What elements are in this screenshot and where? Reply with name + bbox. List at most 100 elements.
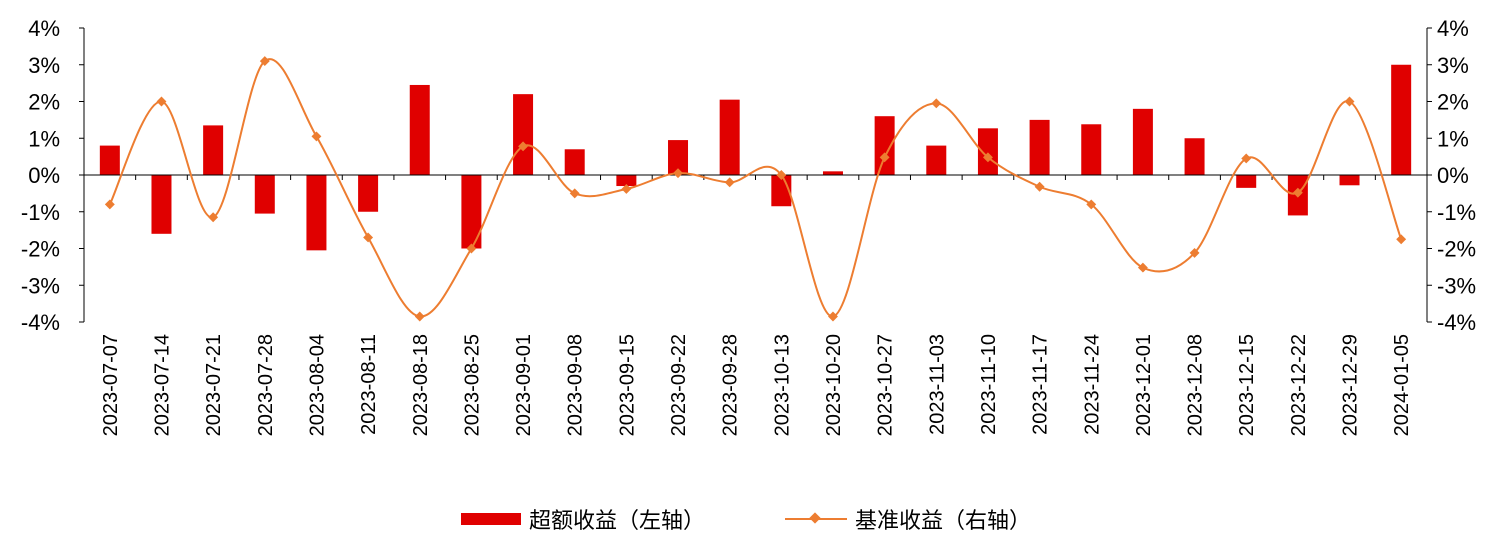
bar-2023-08-18 bbox=[409, 84, 430, 175]
x-tick-label-2023-07-07: 2023-07-07 bbox=[100, 334, 122, 436]
x-tick-label-2023-08-25: 2023-08-25 bbox=[461, 334, 483, 436]
legend-item-excess[interactable]: 超额收益（左轴） bbox=[461, 502, 705, 536]
line-point-2023-11-03 bbox=[931, 98, 942, 109]
right-y-axis-ticks: 4% 3% 2% 1% 0% -1% -2% -3% -4% bbox=[1427, 16, 1476, 335]
left-y-tick-label: -4% bbox=[21, 310, 60, 335]
line-point-2023-09-28 bbox=[724, 177, 735, 188]
legend-line-swatch bbox=[785, 512, 847, 525]
x-tick-label-2023-11-10: 2023-11-10 bbox=[978, 334, 1000, 435]
x-tick-label-2023-10-27: 2023-10-27 bbox=[875, 334, 897, 436]
line-point-2023-09-08 bbox=[569, 188, 580, 199]
bar-2023-09-15 bbox=[616, 175, 637, 187]
bar-2023-07-28 bbox=[254, 175, 275, 214]
x-tick-label-2023-09-08: 2023-09-08 bbox=[565, 334, 587, 436]
left-y-tick-label: 0% bbox=[28, 163, 60, 188]
right-y-tick-label: -2% bbox=[1437, 237, 1476, 262]
left-y-tick-label: 1% bbox=[28, 126, 60, 151]
bar-2023-08-11 bbox=[358, 175, 379, 212]
bar-2023-11-24 bbox=[1081, 124, 1102, 175]
bar-2023-08-25 bbox=[461, 175, 482, 249]
x-tick-label-2023-09-15: 2023-09-15 bbox=[616, 334, 638, 436]
legend-item-benchmark[interactable]: 基准收益（右轴） bbox=[785, 502, 1031, 536]
x-tick-label-2023-12-29: 2023-12-29 bbox=[1340, 334, 1362, 436]
bar-2023-10-27 bbox=[874, 116, 895, 175]
bar-2023-08-04 bbox=[306, 175, 327, 251]
left-y-tick-label: 4% bbox=[28, 16, 60, 41]
left-y-tick-label: 2% bbox=[28, 90, 60, 115]
x-tick-label-2023-07-21: 2023-07-21 bbox=[203, 334, 225, 436]
line-point-2023-08-25 bbox=[466, 243, 477, 254]
line-point-2023-08-11 bbox=[363, 232, 374, 243]
x-tick-label-2023-12-01: 2023-12-01 bbox=[1133, 334, 1155, 436]
line-point-2023-12-15 bbox=[1241, 153, 1252, 164]
x-tick-label-2023-11-03: 2023-11-03 bbox=[926, 334, 948, 435]
bar-2023-09-28 bbox=[719, 99, 740, 175]
line-point-2023-09-01 bbox=[518, 141, 529, 152]
right-y-tick-label: 2% bbox=[1437, 90, 1469, 115]
left-y-tick-label: -3% bbox=[21, 273, 60, 298]
x-tick-label-2024-01-05: 2024-01-05 bbox=[1391, 334, 1413, 436]
bar-series-excess-return bbox=[99, 64, 1412, 251]
bar-2024-01-05 bbox=[1391, 64, 1412, 175]
x-tick-label-2023-10-20: 2023-10-20 bbox=[823, 334, 845, 436]
left-y-tick-label: 3% bbox=[28, 53, 60, 78]
x-tick-label-2023-09-01: 2023-09-01 bbox=[513, 334, 535, 436]
left-y-tick-label: -2% bbox=[21, 237, 60, 262]
line-point-2023-12-29 bbox=[1344, 96, 1355, 107]
x-tick-label-2023-09-28: 2023-09-28 bbox=[720, 334, 742, 436]
left-y-tick-label: -1% bbox=[21, 200, 60, 225]
benchmark-line-path bbox=[108, 58, 1403, 318]
bar-2023-09-08 bbox=[564, 149, 585, 175]
bar-2023-12-01 bbox=[1132, 108, 1153, 175]
line-point-2023-10-13 bbox=[776, 170, 787, 180]
x-tick-label-2023-08-11: 2023-08-11 bbox=[358, 334, 380, 435]
line-point-2023-10-20 bbox=[828, 311, 838, 322]
line-point-2023-09-15 bbox=[621, 184, 632, 194]
x-axis-ticks: 2023-07-07 2023-07-14 2023-07-21 2023-07-28… bbox=[100, 334, 1413, 436]
right-y-tick-label: 0% bbox=[1437, 163, 1469, 188]
line-point-2023-12-01 bbox=[1137, 262, 1148, 273]
x-tick-label-2023-07-28: 2023-07-28 bbox=[255, 334, 277, 436]
bar-2023-11-10 bbox=[977, 128, 998, 175]
bar-2023-07-14 bbox=[151, 175, 172, 234]
legend-bar-swatch bbox=[461, 513, 521, 525]
x-tick-label-2023-12-08: 2023-12-08 bbox=[1185, 334, 1207, 436]
line-point-2024-01-05 bbox=[1396, 234, 1407, 245]
bar-2023-07-21 bbox=[203, 125, 224, 175]
bar-2023-12-29 bbox=[1339, 175, 1360, 186]
line-point-2023-07-21 bbox=[208, 212, 219, 223]
right-y-tick-label: -4% bbox=[1437, 310, 1476, 335]
right-y-tick-label: -1% bbox=[1437, 200, 1476, 225]
line-point-2023-08-04 bbox=[311, 131, 322, 142]
bar-2023-10-20 bbox=[822, 171, 843, 175]
bar-2023-09-01 bbox=[513, 94, 534, 175]
line-point-2023-07-07 bbox=[104, 199, 115, 210]
line-point-2023-09-22 bbox=[673, 168, 683, 179]
x-tick-label-2023-09-22: 2023-09-22 bbox=[668, 334, 690, 436]
x-tick-label-2023-10-13: 2023-10-13 bbox=[771, 334, 793, 436]
left-y-axis-ticks: 4% 3% 2% 1% 0% -1% -2% -3% -4% bbox=[21, 16, 84, 335]
line-point-2023-11-10 bbox=[982, 152, 993, 163]
bar-2023-12-15 bbox=[1236, 175, 1257, 188]
x-tick-label-2023-11-17: 2023-11-17 bbox=[1030, 334, 1052, 435]
line-point-2023-07-14 bbox=[156, 96, 167, 107]
legend: 超额收益（左轴） 基准收益（右轴） bbox=[0, 502, 1506, 536]
line-point-2023-12-22 bbox=[1292, 187, 1303, 198]
bar-2023-11-03 bbox=[926, 145, 947, 175]
right-y-tick-label: -3% bbox=[1437, 273, 1476, 298]
line-point-2023-12-08 bbox=[1189, 247, 1200, 258]
right-y-tick-label: 1% bbox=[1437, 126, 1469, 151]
line-point-2023-11-17 bbox=[1034, 181, 1045, 192]
right-y-tick-label: 4% bbox=[1437, 16, 1469, 41]
right-y-tick-label: 3% bbox=[1437, 53, 1469, 78]
x-tick-label-2023-12-15: 2023-12-15 bbox=[1236, 334, 1258, 436]
legend-label-excess: 超额收益（左轴） bbox=[529, 509, 706, 534]
bar-2023-11-17 bbox=[1029, 119, 1050, 176]
x-tick-label-2023-08-04: 2023-08-04 bbox=[306, 334, 328, 436]
line-point-2023-11-24 bbox=[1086, 199, 1097, 210]
x-tick-label-2023-08-18: 2023-08-18 bbox=[410, 334, 432, 436]
x-tick-label-2023-11-24: 2023-11-24 bbox=[1081, 334, 1103, 435]
line-point-2023-08-18 bbox=[414, 311, 425, 322]
x-tick-label-2023-07-14: 2023-07-14 bbox=[151, 334, 173, 436]
combo-chart: 4% 3% 2% 1% 0% -1% -2% -3% -4% 4% 3% 2% 1% 0% -1% -2% -… bbox=[21, 16, 1476, 436]
